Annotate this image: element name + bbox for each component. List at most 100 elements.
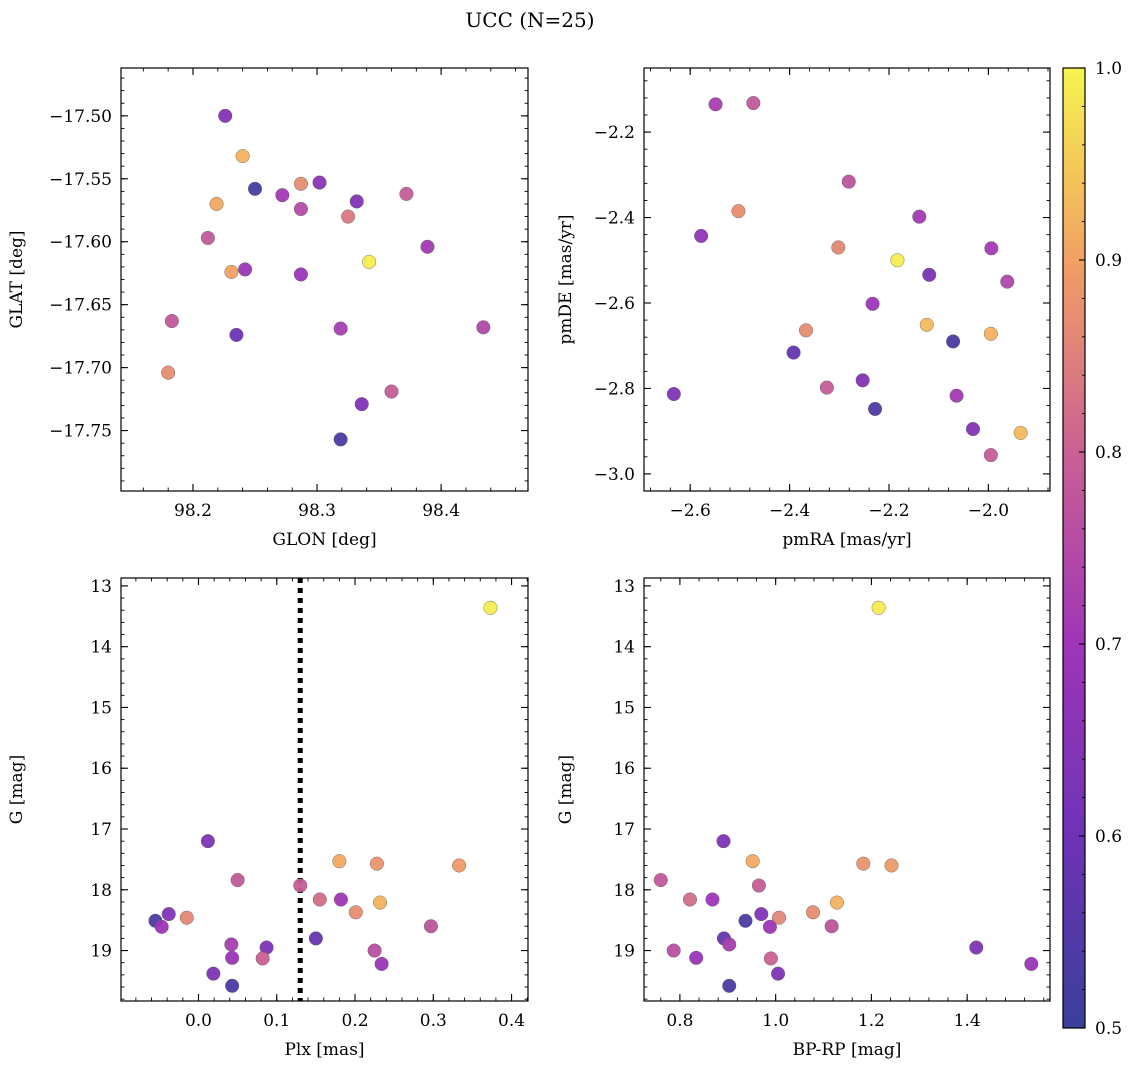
data-point <box>738 913 753 928</box>
data-point <box>341 209 356 224</box>
x-axis-label: Plx [mas] <box>284 1040 364 1060</box>
colorbar-tick-label: 0.6 <box>1095 827 1122 847</box>
data-point <box>200 230 215 245</box>
data-point <box>871 600 886 615</box>
data-point <box>969 940 984 955</box>
data-point <box>218 108 233 123</box>
data-point <box>333 321 348 336</box>
data-point <box>965 422 980 437</box>
data-point <box>224 264 239 279</box>
data-point <box>865 296 880 311</box>
colorbar-gradient <box>1062 67 1086 1029</box>
data-point <box>1024 956 1039 971</box>
data-point <box>666 943 681 958</box>
data-point <box>483 600 498 615</box>
y-tick-label: −2.2 <box>594 123 635 143</box>
data-point <box>722 978 737 993</box>
data-point <box>763 951 778 966</box>
data-point <box>824 919 839 934</box>
data-point <box>348 905 363 920</box>
data-point <box>731 204 746 219</box>
y-tick-label: −17.50 <box>49 107 112 127</box>
y-tick-label: −17.55 <box>49 170 112 190</box>
data-point <box>772 910 787 925</box>
data-point <box>855 373 870 388</box>
data-point <box>255 951 270 966</box>
data-point <box>161 365 176 380</box>
y-tick-label: 18 <box>90 881 112 901</box>
x-tick-label: 1.2 <box>858 1011 885 1031</box>
data-point <box>983 448 998 463</box>
scatter-panel-4: 0.8 1.0 1.2 1.4 13 14 15 16 17 18 19 BP-RP [mag] G [… <box>556 577 1051 1060</box>
data-point <box>349 194 364 209</box>
x-tick-label: 1.0 <box>762 1011 789 1031</box>
y-tick-label: 13 <box>90 577 112 597</box>
data-point <box>806 905 821 920</box>
data-point <box>229 327 244 342</box>
y-tick-label: 15 <box>613 698 635 718</box>
data-point <box>745 854 760 869</box>
data-point <box>293 878 308 893</box>
data-point <box>653 873 668 888</box>
x-tick-label: 0.0 <box>185 1011 212 1031</box>
data-point <box>984 241 999 256</box>
data-point <box>786 345 801 360</box>
data-point <box>179 910 194 925</box>
data-point <box>164 314 179 329</box>
y-tick-label: −2.4 <box>594 209 635 229</box>
data-point <box>367 943 382 958</box>
data-point <box>333 432 348 447</box>
data-point <box>946 334 961 349</box>
x-tick-label: 98.4 <box>422 501 460 521</box>
y-axis-label: G [mag] <box>7 755 27 824</box>
x-tick-label: 98.2 <box>174 501 212 521</box>
colorbar-tick-label: 0.5 <box>1095 1019 1122 1039</box>
data-point <box>682 892 697 907</box>
x-axis-label: BP-RP [mag] <box>793 1040 902 1060</box>
plot-frame <box>643 67 1051 492</box>
data-point <box>919 317 934 332</box>
scatter-panel-1: 98.2 98.3 98.4 −17.50 −17.55 −17.60 −17.65 −17.… <box>7 67 529 550</box>
data-point <box>354 397 369 412</box>
data-point <box>209 196 224 211</box>
colorbar-tick-label: 1.0 <box>1095 59 1122 79</box>
y-tick-label: 16 <box>613 759 635 779</box>
data-point <box>949 388 964 403</box>
x-tick-label: −2.4 <box>769 501 810 521</box>
data-point <box>373 895 388 910</box>
data-point <box>831 240 846 255</box>
y-tick-label: −2.6 <box>594 294 635 314</box>
y-tick-label: 15 <box>90 698 112 718</box>
data-point <box>423 919 438 934</box>
data-point <box>689 950 704 965</box>
data-point <box>374 956 389 971</box>
y-tick-label: 19 <box>90 942 112 962</box>
colorbar-tick-label: 0.7 <box>1095 635 1122 655</box>
x-axis-label: pmRA [mas/yr] <box>782 530 911 550</box>
data-point <box>762 919 777 934</box>
data-point <box>384 384 399 399</box>
scatter-panel-3: 0.0 0.1 0.2 0.3 0.4 13 14 15 16 17 18 19 Plx [mas] G … <box>7 577 529 1060</box>
plot-frame <box>120 67 529 492</box>
plot-frame <box>643 577 1051 1002</box>
x-tick-label: 0.4 <box>498 1011 525 1031</box>
y-tick-label: 19 <box>613 942 635 962</box>
data-point <box>666 387 681 402</box>
y-tick-label: 14 <box>613 638 635 658</box>
data-point <box>369 856 384 871</box>
data-point <box>293 267 308 282</box>
data-point <box>200 834 215 849</box>
data-point <box>238 262 253 277</box>
x-tick-label: −2.6 <box>670 501 711 521</box>
data-point <box>922 267 937 282</box>
data-point <box>225 950 240 965</box>
y-axis-label: pmDE [mas/yr] <box>556 214 576 344</box>
data-point <box>722 937 737 952</box>
x-tick-label: 0.3 <box>420 1011 447 1031</box>
figure-title: UCC (N=25) <box>465 8 594 32</box>
data-point <box>716 834 731 849</box>
data-point <box>362 254 377 269</box>
data-point <box>332 854 347 869</box>
y-tick-label: 13 <box>613 577 635 597</box>
